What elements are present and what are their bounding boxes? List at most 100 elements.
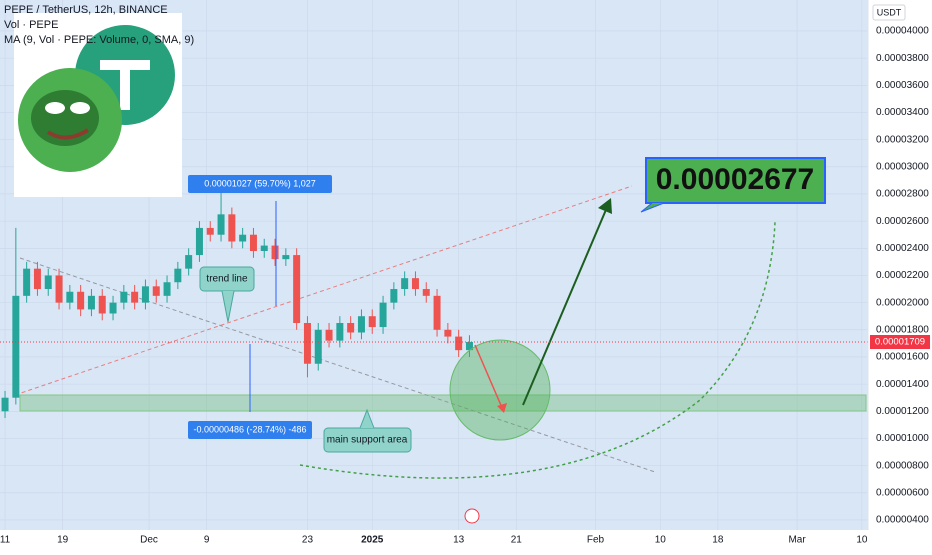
- x-tick-label: Feb: [587, 535, 605, 546]
- y-tick-label: 0.00002200: [876, 270, 929, 281]
- candle-body: [66, 291, 74, 303]
- candle-body: [325, 329, 333, 341]
- ma-label: MA (9, Vol · PEPE: Volume, 0, SMA, 9): [4, 34, 194, 46]
- y-tick-label: 0.00003200: [876, 134, 929, 145]
- candle-body: [368, 316, 376, 328]
- last-price-text: 0.00001709: [875, 337, 925, 348]
- target-box: [645, 157, 826, 204]
- projection-arc: [299, 221, 776, 479]
- measure-box: [188, 421, 312, 439]
- candle-body: [379, 302, 387, 328]
- candle-body: [98, 295, 106, 314]
- candle-body: [282, 255, 290, 260]
- target-tail: [640, 202, 665, 213]
- candle-body: [131, 291, 139, 303]
- x-tick-label: 13: [453, 535, 465, 546]
- time-axis: [0, 530, 868, 550]
- target-zone: [449, 339, 551, 441]
- measure-text: -0.00000486 (-28.74%) -486: [193, 424, 306, 434]
- candle-body: [44, 275, 52, 290]
- candle-body: [77, 291, 85, 310]
- candle-body: [249, 234, 257, 252]
- candle-body: [185, 255, 193, 269]
- candle-body: [239, 234, 247, 242]
- callout-text: main support area: [327, 435, 408, 446]
- y-tick-label: 0.00002000: [876, 297, 929, 308]
- currency-label: USDT: [877, 7, 902, 17]
- trend-line-upper: [14, 185, 633, 396]
- candle-body: [444, 329, 452, 337]
- candles: [1, 191, 473, 419]
- candle-body: [195, 227, 203, 256]
- candle-body: [217, 214, 225, 235]
- candle-body: [120, 291, 128, 303]
- x-tick-label: Mar: [788, 535, 806, 546]
- callout-tail: [359, 408, 375, 429]
- y-tick-label: 0.00002600: [876, 216, 929, 227]
- candle-body: [12, 295, 20, 398]
- candle-body: [293, 255, 301, 323]
- pepe-eye: [70, 102, 90, 114]
- y-tick-label: 0.00004000: [876, 26, 929, 37]
- arrow-head: [497, 403, 507, 413]
- candle-body: [433, 295, 441, 330]
- y-tick-label: 0.00001600: [876, 352, 929, 363]
- y-tick-label: 0.00003600: [876, 80, 929, 91]
- candle-body: [55, 275, 63, 303]
- candle-body: [141, 286, 149, 303]
- measure-box: [188, 175, 332, 193]
- y-tick-label: 0.00003800: [876, 53, 929, 64]
- x-tick-label: 21: [511, 535, 523, 546]
- y-tick-label: 0.00000600: [876, 487, 929, 498]
- candle-body: [260, 245, 268, 252]
- y-tick-label: 0.00000400: [876, 515, 929, 526]
- candle-body: [271, 245, 279, 260]
- candle-body: [33, 268, 41, 290]
- chart-title: PEPE / TetherUS, 12h, BINANCE: [4, 4, 168, 16]
- x-tick-label: 23: [302, 535, 314, 546]
- candle-body: [411, 278, 419, 290]
- y-tick-label: 0.00003000: [876, 161, 929, 172]
- tether-symbol: [100, 60, 150, 110]
- x-tick-label: 9: [204, 535, 210, 546]
- candle-body: [206, 227, 214, 235]
- x-tick-label: 11: [0, 535, 11, 546]
- x-tick-label: 2025: [361, 535, 384, 546]
- arrow-head: [598, 198, 612, 214]
- candle-body: [347, 322, 355, 333]
- candle-body: [1, 397, 9, 412]
- candle-body: [336, 322, 344, 341]
- candle-body: [422, 289, 430, 296]
- candle-body: [109, 302, 117, 314]
- candle-body: [390, 289, 398, 303]
- candle-body: [87, 295, 95, 310]
- currency-box: [872, 4, 906, 21]
- candle-body: [465, 342, 473, 351]
- x-tick-label: 18: [712, 535, 724, 546]
- y-tick-label: 0.00000800: [876, 460, 929, 471]
- y-tick-label: 0.00002400: [876, 243, 929, 254]
- measure-text: 0.00001027 (59.70%) 1,027: [204, 178, 316, 188]
- price-axis: [868, 0, 932, 550]
- y-tick-label: 0.00001800: [876, 324, 929, 335]
- candle-body: [23, 268, 31, 296]
- x-tick-label: 10: [655, 535, 667, 546]
- event-icon: [464, 508, 480, 524]
- y-tick-label: 0.00002800: [876, 189, 929, 200]
- support-zone: [19, 394, 867, 412]
- pepe-eye: [45, 102, 65, 114]
- pepe-mouth: [46, 128, 90, 140]
- arrow-down: [474, 344, 504, 411]
- candle-body: [455, 336, 463, 351]
- callout-text: trend line: [206, 274, 248, 285]
- x-tick-label: 19: [57, 535, 69, 546]
- target-text: 0.00002677: [656, 163, 815, 196]
- x-tick-label: Dec: [140, 535, 158, 546]
- last-price-tag: [870, 335, 930, 349]
- candle-body: [357, 316, 365, 333]
- candle-body: [401, 278, 409, 290]
- y-tick-label: 0.00001400: [876, 379, 929, 390]
- callout-tail: [221, 290, 235, 323]
